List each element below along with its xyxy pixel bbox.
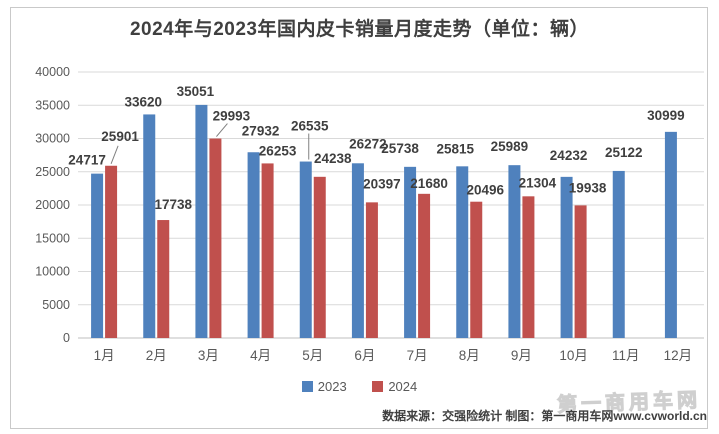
data-label-2023-11月: 25122: [605, 145, 643, 160]
bar-2024-4月: [261, 163, 274, 338]
data-label-2024-3月: 29993: [213, 109, 251, 124]
data-label-2023-6月: 26272: [349, 136, 387, 151]
bar-2023-5月: [299, 161, 312, 338]
data-label-2023-8月: 25815: [436, 141, 474, 156]
x-tick-label: 6月: [354, 348, 375, 363]
bar-2024-9月: [522, 196, 535, 338]
data-label-2024-2月: 17738: [154, 197, 192, 212]
legend-item-2024: 2024: [372, 379, 417, 394]
y-tick-label: 35000: [35, 98, 70, 112]
y-tick-label: 30000: [35, 132, 70, 146]
data-label-2023-3月: 35051: [177, 84, 215, 99]
data-label-2023-12月: 30999: [647, 108, 685, 123]
legend-swatch-2024-icon: [372, 381, 384, 392]
data-label-2023-7月: 25738: [381, 141, 419, 156]
y-tick-label: 15000: [35, 231, 70, 245]
bar-2023-6月: [351, 163, 364, 338]
x-tick-label: 8月: [459, 348, 480, 363]
bar-2024-2月: [157, 220, 170, 338]
data-label-2024-9月: 21304: [519, 175, 557, 190]
footer-source-text: 数据来源：交强险统计 制图：第一商用车网www.cvworld.cn: [382, 409, 707, 423]
legend-item-2023: 2023: [301, 379, 347, 394]
data-label-2023-5月: 26535: [291, 119, 329, 134]
legend-label-2024: 2024: [388, 379, 418, 394]
bar-2023-3月: [195, 104, 208, 338]
bar-2023-7月: [404, 166, 417, 338]
data-label-2023-10月: 24232: [550, 148, 588, 163]
chart-legend: 2023 2024: [0, 379, 719, 395]
legend-label-2023: 2023: [317, 379, 347, 394]
y-tick-label: 40000: [35, 65, 70, 79]
x-tick-label: 12月: [664, 348, 693, 363]
bar-2023-2月: [143, 114, 156, 338]
bar-2023-1月: [91, 173, 104, 338]
y-tick-label: 5000: [42, 298, 70, 312]
x-tick-label: 7月: [407, 348, 428, 363]
data-label-2024-7月: 21680: [410, 176, 448, 191]
data-label-2024-6月: 20397: [363, 176, 401, 191]
y-tick-label: 25000: [35, 165, 70, 179]
label-leader-line: [216, 123, 228, 137]
data-label-2024-1月: 25901: [101, 129, 139, 144]
bar-2024-1月: [105, 165, 118, 338]
bar-2024-7月: [418, 193, 431, 338]
x-tick-label: 9月: [511, 348, 532, 363]
data-label-2024-5月: 24238: [314, 151, 352, 166]
bar-2024-8月: [470, 201, 483, 338]
x-tick-label: 4月: [250, 348, 271, 363]
bar-2023-4月: [247, 152, 260, 338]
data-label-2023-4月: 27932: [242, 123, 280, 138]
bar-2024-6月: [365, 202, 378, 338]
data-label-2024-10月: 19938: [569, 180, 607, 195]
bar-2023-12月: [664, 131, 677, 338]
x-tick-label: 11月: [612, 348, 640, 363]
bar-2023-8月: [456, 166, 469, 338]
bar-2023-11月: [612, 170, 625, 338]
x-tick-label: 10月: [559, 348, 588, 363]
label-leader-line: [110, 145, 119, 164]
y-tick-label: 10000: [35, 265, 70, 279]
x-tick-label: 3月: [198, 348, 219, 363]
bar-2024-3月: [209, 138, 222, 338]
data-label-2024-8月: 20496: [466, 183, 504, 198]
legend-swatch-2023-icon: [301, 381, 313, 392]
data-label-2023-2月: 33620: [124, 94, 162, 109]
data-label-2023-9月: 25989: [491, 139, 529, 154]
chart-title: 2024年与2023年国内皮卡销量月度走势（单位：辆）: [129, 19, 590, 40]
x-tick-label: 2月: [146, 348, 167, 363]
bar-2023-10月: [560, 176, 573, 338]
data-label-2023-1月: 24717: [68, 153, 106, 168]
x-tick-label: 1月: [94, 348, 115, 363]
bar-2024-10月: [574, 205, 587, 338]
bar-2024-5月: [313, 176, 326, 338]
x-tick-label: 5月: [302, 348, 323, 363]
y-tick-label: 20000: [35, 198, 70, 212]
y-tick-label: 0: [63, 331, 70, 345]
bar-2023-9月: [508, 165, 521, 338]
data-label-2024-4月: 26253: [259, 143, 297, 158]
